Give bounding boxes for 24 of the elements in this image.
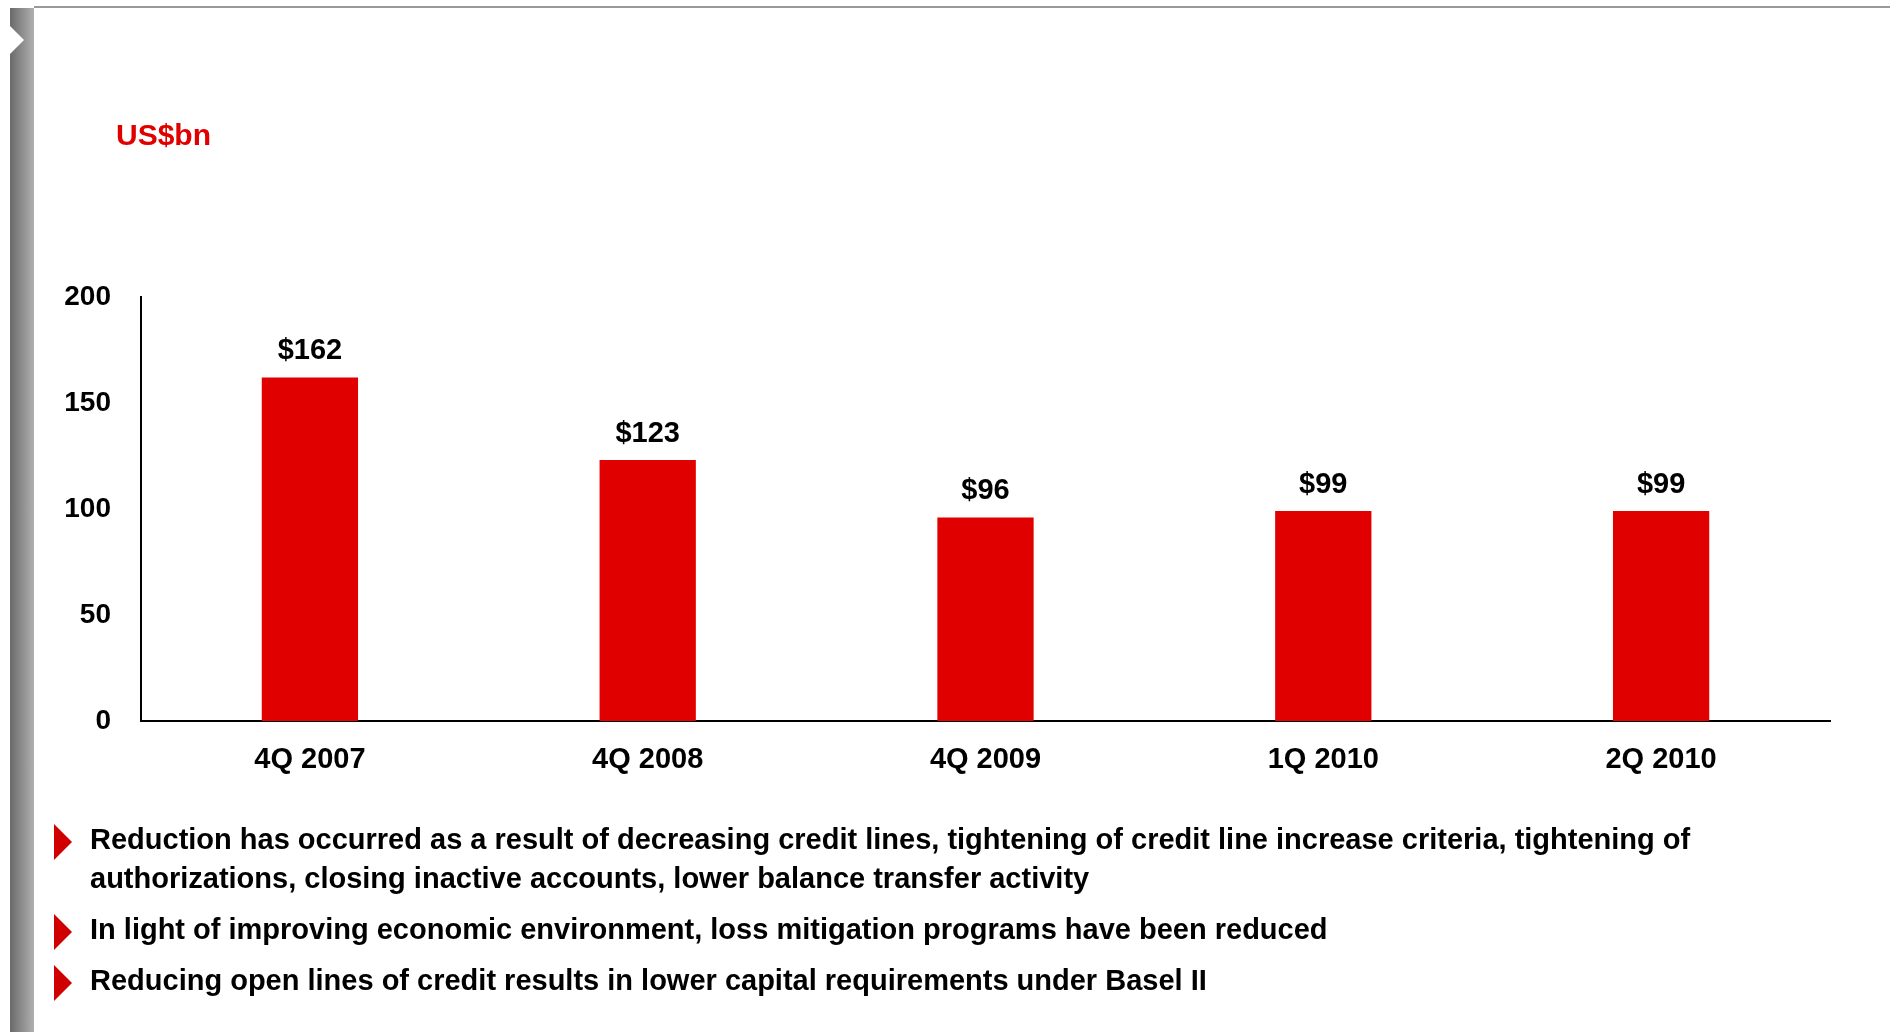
y-tick-label: 200 <box>64 279 111 311</box>
y-axis-title: US$bn <box>116 118 212 152</box>
text: In light of improving economic environment, loss mitigation programs have been reduced <box>90 913 1328 945</box>
x-tick-label: 1Q 2010 <box>1267 742 1379 775</box>
x-tick-label: 4Q 2009 <box>929 742 1042 775</box>
data-label: $96 <box>961 472 1010 505</box>
y-tick-label: 150 <box>64 385 111 417</box>
bar <box>937 517 1034 721</box>
text: Reducing open lines of credit results in lower capital requirements under Basel II <box>90 964 1207 996</box>
y-tick-label: 50 <box>79 597 111 629</box>
x-tick-label: 2Q 2010 <box>1605 742 1717 775</box>
bar <box>1275 511 1372 721</box>
data-label: $123 <box>615 415 680 448</box>
data-label: $99 <box>1636 466 1686 499</box>
bar <box>599 460 696 721</box>
y-tick-label: 100 <box>64 491 111 523</box>
y-tick-label: 0 <box>95 703 111 735</box>
x-tick-label: 4Q 2007 <box>254 742 366 775</box>
bar <box>1612 511 1710 721</box>
text: Reduction has occurred as a result of decreasing credit lines, tightening of credit line increase criteria, tightening of authorizations, closing inactive accounts, lower balance transfer activity <box>90 823 1691 894</box>
bar <box>261 377 359 721</box>
data-label: $162 <box>277 332 343 365</box>
x-tick-label: 4Q 2008 <box>592 742 704 775</box>
data-label: $99 <box>1299 466 1348 499</box>
